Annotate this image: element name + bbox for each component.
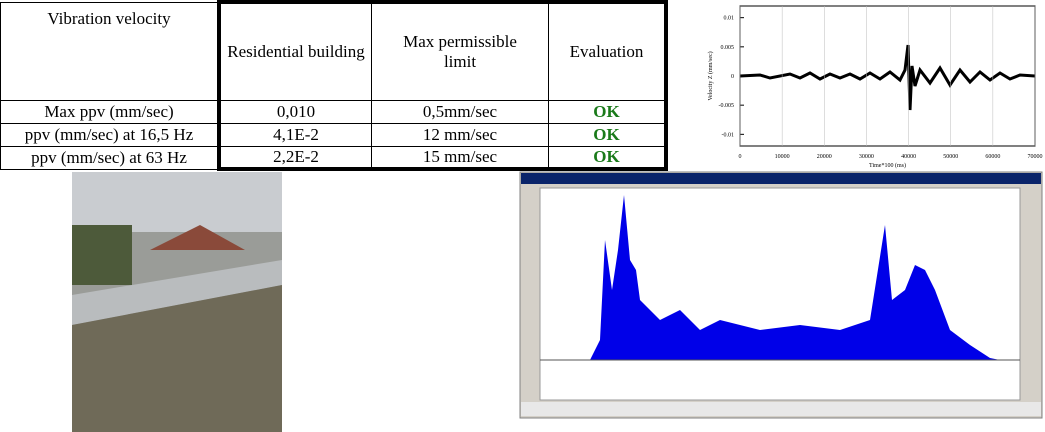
x-tick-label: 30000 <box>859 154 874 160</box>
x-tick-label: 50000 <box>943 154 958 160</box>
header-cell: Max permissible limit <box>371 0 549 101</box>
header-cell: Residential building <box>217 0 372 101</box>
header-cell: Vibration velocity <box>0 1 220 101</box>
spectrum <box>590 195 1000 360</box>
x-tick-label: 0 <box>739 154 742 160</box>
photo-ground <box>72 285 282 432</box>
evaluation-cell: OK <box>548 122 668 147</box>
photo-roof <box>150 225 245 250</box>
photo-guardrail <box>72 260 282 325</box>
x-tick-label: 40000 <box>901 154 916 160</box>
table-cell: 0,5mm/sec <box>371 99 549 124</box>
table-cell: 4,1E-2 <box>217 122 372 147</box>
table-cell: ppv (mm/sec) at 63 Hz <box>0 145 220 170</box>
y-tick-label: 0.005 <box>721 45 735 51</box>
table-cell: 2,2E-2 <box>217 145 372 171</box>
evaluation-cell: OK <box>548 99 668 124</box>
photo-trees <box>72 225 132 285</box>
x-axis-label: Time*100 (ms) <box>869 162 906 169</box>
table-row: Max ppv (mm/sec) 0,010 0,5mm/sec OK <box>0 99 668 124</box>
table-row: ppv (mm/sec) at 63 Hz 2,2E-2 15 mm/sec OK <box>0 145 668 171</box>
table-cell: 15 mm/sec <box>371 145 549 171</box>
y-tick-label: -0.005 <box>719 103 735 109</box>
spectrum-window <box>519 171 1043 419</box>
photo-sky-top <box>72 172 282 232</box>
waveform-chart: 0.01 0.005 0 -0.005 -0.01 0 10000 20000 30000 400… <box>707 5 1043 169</box>
y-tick-label: 0.01 <box>724 16 735 22</box>
title-bar <box>521 173 1041 184</box>
table: Vibration velocity Residential building … <box>0 0 668 171</box>
y-tick-label: -0.01 <box>722 132 735 138</box>
header-cell: Evaluation <box>548 0 668 101</box>
y-axis-label: Velocity Z (mm/sec) <box>707 51 714 100</box>
x-tick-label: 10000 <box>775 154 790 160</box>
waveform <box>739 44 1036 111</box>
x-tick-label: 20000 <box>817 154 832 160</box>
header-row: Vibration velocity Residential building … <box>0 0 668 101</box>
x-tick-label: 60000 <box>985 154 1000 160</box>
y-tick-label: 0 <box>731 74 734 80</box>
x-tick-label: 70000 <box>1028 154 1043 160</box>
photo <box>72 172 282 432</box>
scrollbar <box>521 402 1041 416</box>
table-cell: 12 mm/sec <box>371 122 549 147</box>
evaluation-cell: OK <box>548 145 668 171</box>
